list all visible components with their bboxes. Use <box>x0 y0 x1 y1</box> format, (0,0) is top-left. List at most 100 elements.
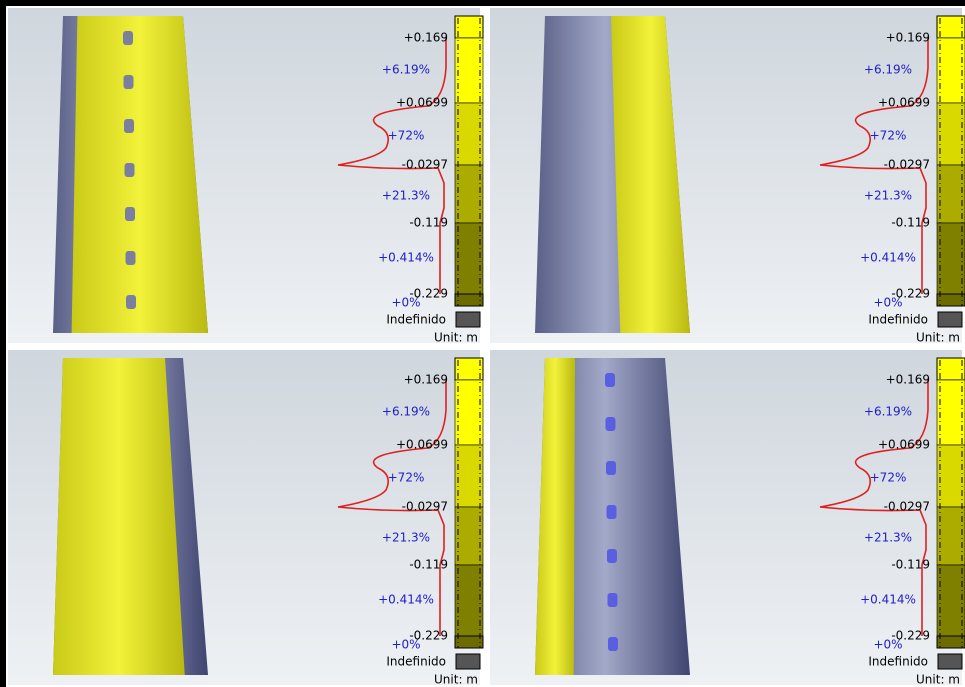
undefined-label: Indefinido <box>386 655 446 669</box>
panel: +0.169 +0.0699 -0.0297 -0.119 -0.229 +6.19% +7… <box>490 350 965 687</box>
histogram-curve <box>337 380 447 636</box>
scale-label: -0.119 <box>891 558 930 572</box>
color-band <box>936 37 965 104</box>
scale-label: -0.229 <box>409 629 448 643</box>
percent-label: +6.19% <box>864 63 912 77</box>
percent-label: +0% <box>391 638 420 652</box>
percent-label: +6.19% <box>864 405 912 419</box>
color-band <box>454 164 484 224</box>
percent-label: +0.414% <box>378 251 434 265</box>
scale-label: -0.0297 <box>884 158 930 172</box>
color-bar-top <box>936 357 965 381</box>
scale-label: -0.119 <box>409 216 448 230</box>
scale-label: +0.169 <box>404 373 448 387</box>
scale-label: -0.229 <box>891 287 930 301</box>
deviation-surface <box>535 358 575 675</box>
color-bar-bottom <box>454 635 484 649</box>
hole <box>126 295 136 309</box>
color-band <box>454 564 484 637</box>
hole <box>123 75 134 89</box>
hole <box>605 373 615 387</box>
color-bar-top <box>936 15 965 39</box>
scale-label: +0.0699 <box>396 438 448 452</box>
undefined-swatch <box>937 311 963 328</box>
color-bar-top <box>454 357 484 381</box>
unit-label: Unit: m <box>916 331 960 345</box>
scale-label: -0.0297 <box>402 158 448 172</box>
hole <box>124 163 135 177</box>
undefined-label: Indefinido <box>868 655 928 669</box>
percent-label: +72% <box>388 471 425 485</box>
deviation-surface <box>53 358 185 675</box>
color-band <box>936 444 965 508</box>
undefined-label: Indefinido <box>386 313 446 327</box>
color-bar-bottom <box>936 293 965 307</box>
color-band <box>936 506 965 566</box>
undefined-swatch <box>937 653 963 670</box>
percent-label: +72% <box>870 129 907 143</box>
color-band <box>454 102 484 166</box>
scale-label: -0.229 <box>409 287 448 301</box>
percent-label: +21.3% <box>864 531 912 545</box>
hole <box>608 637 618 651</box>
percent-label: +6.19% <box>382 405 430 419</box>
color-band <box>454 222 484 295</box>
undefined-swatch <box>455 653 481 670</box>
scale-label: +0.169 <box>886 31 930 45</box>
color-band <box>454 37 484 104</box>
color-band <box>936 222 965 295</box>
hole <box>607 549 617 563</box>
percent-label: +21.3% <box>864 189 912 203</box>
color-band <box>936 564 965 637</box>
hole <box>606 505 617 519</box>
percent-label: +0% <box>391 296 420 310</box>
hole <box>124 119 134 133</box>
deviation-surface <box>611 16 690 333</box>
percent-label: +21.3% <box>382 531 430 545</box>
top-border <box>0 0 965 6</box>
percent-label: +0% <box>873 296 902 310</box>
undefined-swatch <box>455 311 481 328</box>
panel: +0.169 +0.0699 -0.0297 -0.119 -0.229 +6.19% +7… <box>8 350 484 687</box>
percent-label: +21.3% <box>382 189 430 203</box>
scale-label: +0.0699 <box>878 96 930 110</box>
color-bar-top <box>454 15 484 39</box>
unit-label: Unit: m <box>434 331 478 345</box>
unit-label: Unit: m <box>434 673 478 687</box>
color-bar-bottom <box>454 293 484 307</box>
color-band <box>936 379 965 446</box>
scale-label: -0.119 <box>891 216 930 230</box>
scale-label: +0.169 <box>886 373 930 387</box>
color-band <box>936 164 965 224</box>
percent-label: +0.414% <box>860 593 916 607</box>
panel: +0.169 +0.0699 -0.0297 -0.119 -0.229 +6.19% +7… <box>490 8 965 345</box>
scale-label: +0.0699 <box>878 438 930 452</box>
scale-label: -0.229 <box>891 629 930 643</box>
percent-label: +0.414% <box>860 251 916 265</box>
percent-label: +72% <box>870 471 907 485</box>
scale-label: +0.0699 <box>396 96 448 110</box>
hole <box>125 251 136 265</box>
deviation-surface <box>71 16 208 333</box>
scale-label: +0.169 <box>404 31 448 45</box>
percent-label: +6.19% <box>382 63 430 77</box>
color-band <box>454 379 484 446</box>
scale-label: -0.0297 <box>884 500 930 514</box>
panel: +0.169 +0.0699 -0.0297 -0.119 -0.229 +6.19% +7… <box>8 8 484 345</box>
color-bar-bottom <box>936 635 965 649</box>
undefined-label: Indefinido <box>868 313 928 327</box>
hole <box>605 417 616 431</box>
color-band <box>454 444 484 508</box>
color-band <box>936 102 965 166</box>
hole <box>607 593 618 607</box>
left-border <box>0 0 6 687</box>
histogram-curve <box>337 38 447 294</box>
histogram-curve <box>819 380 929 636</box>
percent-label: +72% <box>388 129 425 143</box>
color-band <box>454 506 484 566</box>
histogram-curve <box>819 38 929 294</box>
scale-label: -0.119 <box>409 558 448 572</box>
scale-label: -0.0297 <box>402 500 448 514</box>
percent-label: +0.414% <box>378 593 434 607</box>
